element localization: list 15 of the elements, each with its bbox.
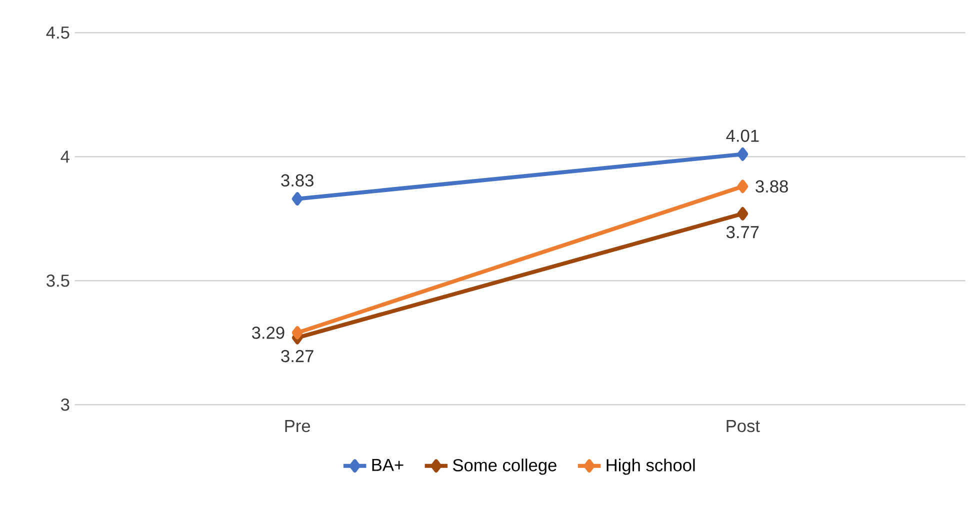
data-label: 3.27	[281, 350, 314, 362]
data-label: 3.83	[281, 174, 314, 187]
data-label: 4.01	[726, 130, 759, 142]
x-tick-label: Pre	[285, 420, 310, 432]
legend-label: High school	[606, 458, 695, 475]
x-tick-label: Post	[726, 420, 760, 432]
y-tick-label: 4.5	[46, 26, 70, 39]
y-tick-label: 4	[60, 150, 70, 163]
legend-label: BA+	[372, 458, 404, 471]
data-label: 3.88	[756, 180, 788, 193]
y-tick-label: 3.5	[46, 274, 70, 287]
legend-label: Some college	[453, 458, 556, 475]
data-label: 3.29	[252, 326, 284, 339]
y-tick-label: 3	[60, 398, 70, 411]
data-label: 3.77	[726, 226, 759, 238]
